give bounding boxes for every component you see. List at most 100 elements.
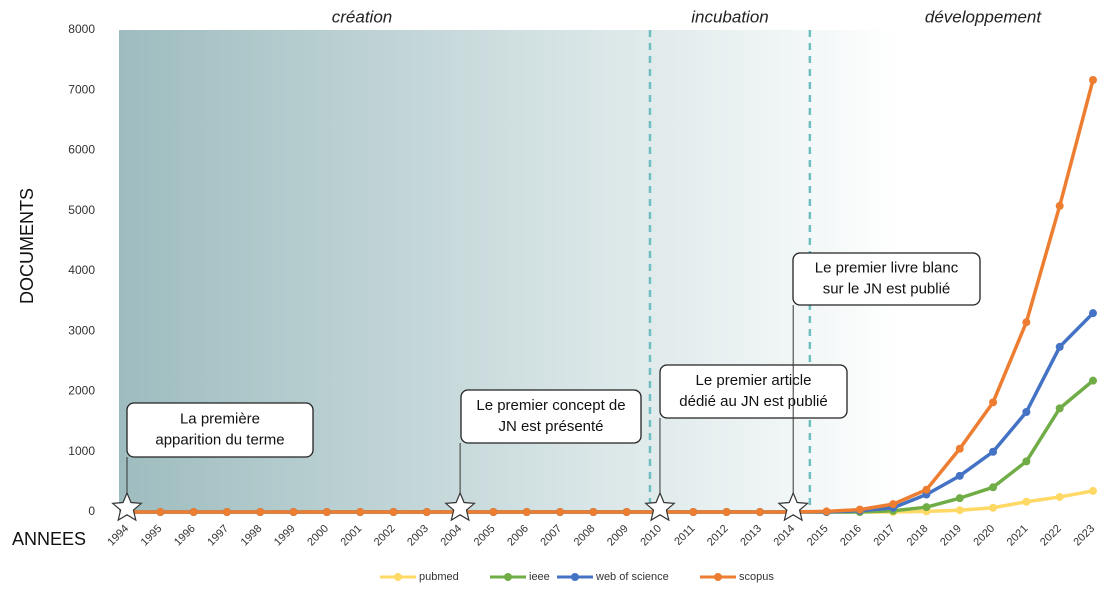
x-tick-label: 2014 <box>772 523 798 549</box>
annotation-text: Le premier article <box>696 372 812 389</box>
annotation-text: apparition du terme <box>155 431 284 448</box>
event-star <box>644 491 676 522</box>
x-tick-label: 2001 <box>339 523 365 549</box>
data-point <box>689 508 698 516</box>
y-axis-label: DOCUMENTS <box>17 188 37 304</box>
annotation-text: La première <box>180 410 260 427</box>
y-tick-label: 6000 <box>68 143 95 157</box>
data-point <box>389 508 398 516</box>
legend-swatch-dot <box>394 573 402 581</box>
annotation-text: sur le JN est publié <box>823 280 951 297</box>
data-point <box>955 471 964 480</box>
phase-label: incubation <box>691 7 769 26</box>
annotation-box <box>460 389 642 444</box>
x-axis-label: ANNEES <box>12 529 86 549</box>
annotation-text: Le premier concept de <box>476 397 625 414</box>
data-point <box>222 508 231 516</box>
data-point <box>889 500 898 509</box>
data-point <box>922 503 931 512</box>
legend-label: ieee <box>529 571 550 583</box>
x-tick-label: 1995 <box>139 523 165 549</box>
data-point <box>189 508 198 516</box>
data-point <box>1055 492 1064 501</box>
x-tick-label: 2005 <box>472 523 498 549</box>
x-tick-label: 1999 <box>272 523 298 549</box>
x-tick-label: 2002 <box>372 523 398 549</box>
data-point <box>722 508 731 516</box>
data-point <box>356 508 365 516</box>
data-point <box>622 508 631 516</box>
x-tick-label: 1998 <box>239 523 265 549</box>
data-point <box>289 508 298 516</box>
annotation-text: Le premier livre blanc <box>815 259 959 276</box>
x-tick-label: 2018 <box>905 523 931 549</box>
x-tick-label: 2012 <box>705 523 731 549</box>
data-point <box>989 398 998 407</box>
annotation-box <box>659 364 848 419</box>
data-point <box>955 444 964 453</box>
data-point <box>589 508 598 516</box>
annotation-box <box>792 252 981 306</box>
y-tick-label: 4000 <box>68 263 95 277</box>
data-point <box>1055 201 1064 210</box>
data-point <box>1055 404 1064 413</box>
data-point <box>1088 486 1097 495</box>
legend-swatch-dot <box>714 573 722 581</box>
data-point <box>1022 497 1031 506</box>
data-point <box>1088 76 1097 85</box>
legend-label: scopus <box>739 571 774 583</box>
data-point <box>955 506 964 515</box>
data-point <box>755 508 764 516</box>
x-tick-label: 1994 <box>105 523 131 549</box>
y-tick-label: 2000 <box>68 384 95 398</box>
annotation-box <box>126 402 314 458</box>
phase-label: développement <box>925 7 1043 26</box>
x-tick-label: 2013 <box>738 523 764 549</box>
x-tick-label: 2015 <box>805 523 831 549</box>
y-tick-label: 0 <box>88 504 95 518</box>
data-point <box>1022 318 1031 327</box>
x-tick-label: 2022 <box>1038 523 1064 549</box>
data-point <box>556 508 565 516</box>
data-point <box>156 508 165 516</box>
data-point <box>1088 376 1097 385</box>
legend-label: web of science <box>595 571 669 583</box>
x-tick-label: 2004 <box>438 523 464 549</box>
x-tick-label: 2007 <box>538 523 564 549</box>
data-point <box>322 508 331 516</box>
data-point <box>922 485 931 494</box>
x-tick-label: 2023 <box>1071 523 1097 549</box>
x-tick-label: 2017 <box>872 523 898 549</box>
data-point <box>855 505 864 514</box>
legend-label: pubmed <box>419 571 459 583</box>
data-point <box>1022 457 1031 466</box>
event-star <box>444 491 476 522</box>
data-point <box>489 508 498 516</box>
legend-swatch-dot <box>571 573 579 581</box>
data-point <box>1055 342 1064 351</box>
data-point <box>989 503 998 512</box>
annotation-text: JN est présenté <box>498 418 603 435</box>
data-point <box>256 508 265 516</box>
x-tick-label: 1997 <box>205 523 231 549</box>
x-tick-label: 2003 <box>405 523 431 549</box>
data-point <box>1022 407 1031 416</box>
annotation-text: dédié au JN est publié <box>679 393 827 410</box>
x-tick-label: 2000 <box>305 523 331 549</box>
y-tick-label: 7000 <box>68 82 95 96</box>
legend-swatch-dot <box>504 573 512 581</box>
y-tick-label: 1000 <box>68 444 95 458</box>
data-point <box>955 494 964 503</box>
x-tick-label: 2020 <box>971 523 997 549</box>
data-point <box>522 508 531 516</box>
series-line <box>127 79 1095 514</box>
phase-label: création <box>332 7 392 26</box>
event-star <box>111 491 143 522</box>
x-tick-label: 2016 <box>838 523 864 549</box>
data-point <box>989 483 998 492</box>
x-tick-label: 2011 <box>672 523 697 548</box>
y-tick-label: 5000 <box>68 203 95 217</box>
y-tick-label: 8000 <box>68 22 95 36</box>
y-tick-label: 3000 <box>68 323 95 337</box>
